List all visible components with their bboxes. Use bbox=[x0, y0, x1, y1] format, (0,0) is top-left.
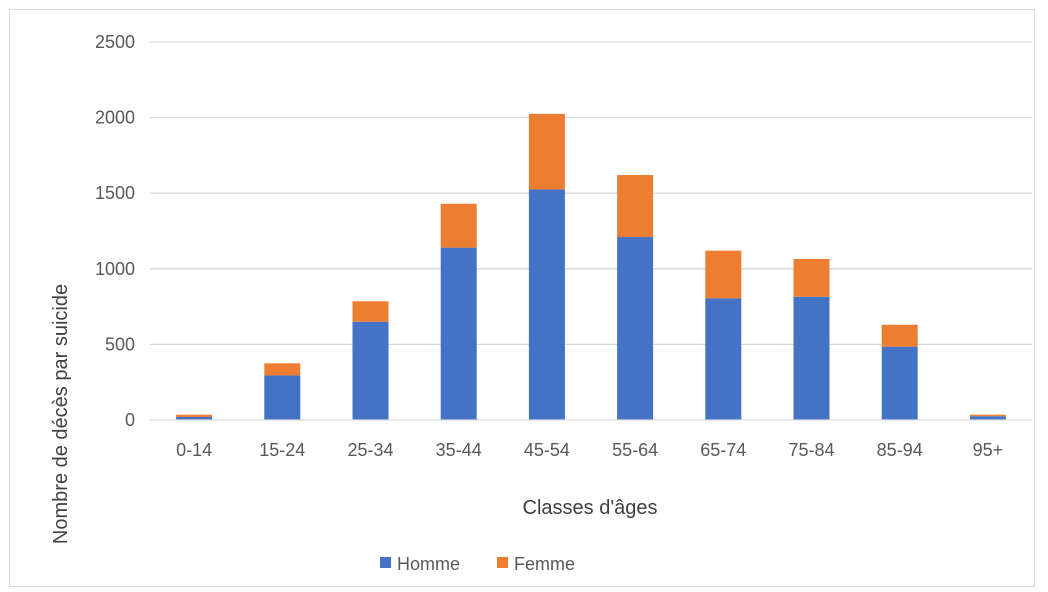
bar-femme-0-14 bbox=[176, 414, 213, 417]
legend: Homme Femme bbox=[380, 554, 575, 574]
bar-femme-95+ bbox=[969, 414, 1006, 417]
bar-homme-0-14 bbox=[176, 416, 213, 420]
bar-homme-35-44 bbox=[440, 247, 477, 420]
x-tick-label-35-44: 35-44 bbox=[436, 440, 482, 460]
bar-homme-75-84 bbox=[793, 296, 830, 420]
y-tick-label-2000: 2000 bbox=[95, 108, 135, 128]
x-tick-label-75-84: 75-84 bbox=[788, 440, 834, 460]
y-axis-tick-labels: 0 500 1000 1500 2000 2500 bbox=[95, 32, 135, 430]
bar-homme-55-64 bbox=[617, 237, 654, 420]
bar-homme-45-54 bbox=[528, 189, 565, 420]
y-tick-label-1500: 1500 bbox=[95, 183, 135, 203]
x-tick-label-95+: 95+ bbox=[973, 440, 1004, 460]
y-axis-title: Nombre de décès par suicide bbox=[50, 284, 72, 544]
y-tick-label-2500: 2500 bbox=[95, 32, 135, 52]
bar-femme-35-44 bbox=[440, 203, 477, 248]
x-tick-label-45-54: 45-54 bbox=[524, 440, 570, 460]
bar-femme-55-64 bbox=[617, 175, 654, 238]
legend-swatch-femme bbox=[497, 557, 508, 568]
bar-homme-25-34 bbox=[352, 321, 389, 420]
bar-femme-45-54 bbox=[528, 113, 565, 190]
bar-homme-15-24 bbox=[264, 375, 301, 420]
y-tick-label-500: 500 bbox=[105, 334, 135, 354]
x-tick-label-65-74: 65-74 bbox=[700, 440, 746, 460]
bar-homme-65-74 bbox=[705, 298, 742, 420]
bar-femme-25-34 bbox=[352, 301, 389, 322]
bar-homme-95+ bbox=[969, 416, 1006, 420]
bar-femme-75-84 bbox=[793, 258, 830, 297]
x-axis-tick-labels: 0-14 15-24 25-34 35-44 45-54 55-64 65-74 75-84 8… bbox=[176, 440, 1003, 460]
legend-swatch-homme bbox=[380, 557, 391, 568]
bar-femme-15-24 bbox=[264, 363, 301, 376]
bars bbox=[176, 113, 1006, 420]
bar-femme-85-94 bbox=[881, 324, 918, 347]
x-tick-label-55-64: 55-64 bbox=[612, 440, 658, 460]
x-axis-title: Classes d'âges bbox=[523, 497, 658, 519]
legend-label-femme: Femme bbox=[514, 554, 575, 574]
x-tick-label-0-14: 0-14 bbox=[176, 440, 212, 460]
chart-frame bbox=[9, 9, 1035, 587]
x-tick-label-25-34: 25-34 bbox=[347, 440, 393, 460]
x-tick-label-85-94: 85-94 bbox=[877, 440, 923, 460]
y-tick-label-0: 0 bbox=[125, 410, 135, 430]
x-tick-label-15-24: 15-24 bbox=[259, 440, 305, 460]
bar-homme-85-94 bbox=[881, 346, 918, 420]
bar-femme-65-74 bbox=[705, 250, 742, 299]
y-tick-label-1000: 1000 bbox=[95, 259, 135, 279]
legend-label-homme: Homme bbox=[397, 554, 460, 574]
gridlines bbox=[150, 41, 1032, 346]
